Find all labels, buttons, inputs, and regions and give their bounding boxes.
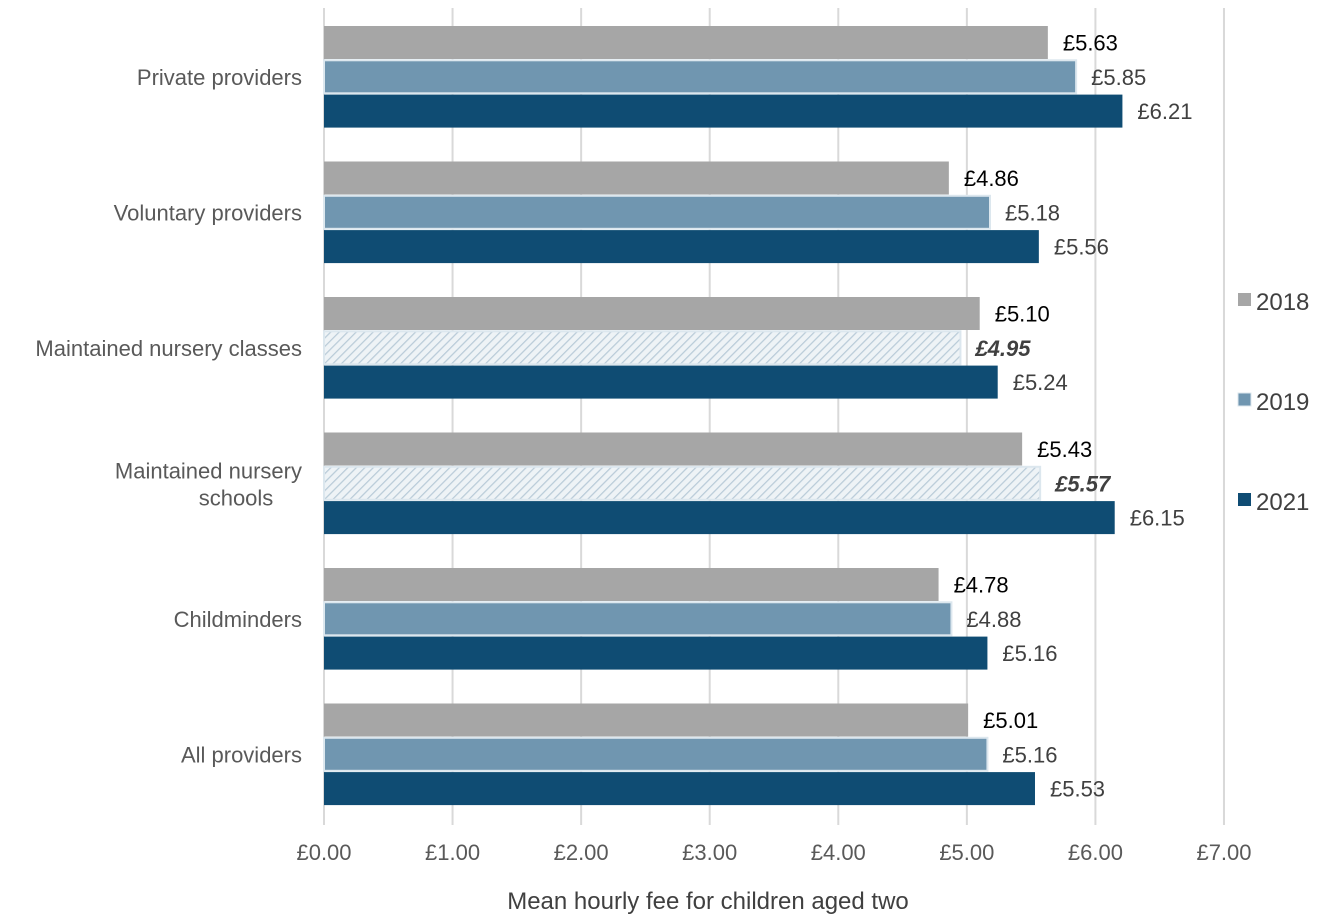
data-label: £5.01 <box>983 708 1038 733</box>
data-label: £6.15 <box>1130 506 1185 531</box>
bar-2019-3 <box>323 465 1042 501</box>
bar-2018-3 <box>324 432 1023 466</box>
legend-swatch-2021 <box>1238 493 1251 506</box>
data-label: £5.16 <box>1002 641 1057 666</box>
category-label: Private providers <box>137 65 302 90</box>
legend-label: 2018 <box>1256 289 1309 316</box>
data-label: £5.57 <box>1054 471 1112 496</box>
gridlines <box>323 8 1225 825</box>
bar-2019-1 <box>323 194 991 230</box>
x-tick-label: £1.00 <box>425 840 480 865</box>
bar-2021-2 <box>324 365 998 399</box>
bar-2021-0 <box>324 94 1123 128</box>
x-tick-label: £0.00 <box>296 840 351 865</box>
data-label: £4.86 <box>964 166 1019 191</box>
category-label: Childminders <box>174 607 302 632</box>
category-label: Maintained nursery schools <box>115 458 302 510</box>
bar-2019-4 <box>323 601 953 637</box>
data-label: £5.53 <box>1050 777 1105 802</box>
data-label: £4.95 <box>974 336 1031 361</box>
data-label: £6.21 <box>1137 99 1192 124</box>
category-labels: Private providers Voluntary providers Main… <box>35 65 302 767</box>
bar-2021-3 <box>324 501 1115 535</box>
data-label: £4.78 <box>954 573 1009 598</box>
bar-2018-0 <box>324 26 1048 59</box>
x-tick-label: £7.00 <box>1196 840 1251 865</box>
x-tick-label: £6.00 <box>1068 840 1123 865</box>
legend-swatch-2018 <box>1238 293 1251 306</box>
data-label: £5.85 <box>1091 65 1146 90</box>
x-tick-label: £4.00 <box>811 840 866 865</box>
data-label: £5.43 <box>1037 437 1092 462</box>
bar-2018-5 <box>324 703 969 737</box>
legend-label: 2021 <box>1256 489 1309 516</box>
x-tick-label: £3.00 <box>682 840 737 865</box>
x-tick-label: £5.00 <box>939 840 994 865</box>
bar-2019-0 <box>323 59 1078 95</box>
bars <box>323 26 1123 806</box>
data-label: £5.18 <box>1005 200 1060 225</box>
data-label: £5.63 <box>1063 31 1118 56</box>
bar-2019-5 <box>323 736 989 772</box>
x-axis-title: Mean hourly fee for children aged two <box>507 888 909 915</box>
bar-2021-1 <box>324 230 1039 264</box>
x-tick-labels: £0.00 £1.00 £2.00 £3.00 £4.00 £5.00 £6.00 £7.00 <box>296 840 1251 865</box>
bar-2018-2 <box>324 297 980 330</box>
legend-swatch-2019 <box>1237 392 1252 407</box>
category-label: All providers <box>181 742 302 767</box>
legend: 2018 2019 2021 <box>1237 289 1309 516</box>
bar-2021-4 <box>324 636 988 670</box>
bar-2021-5 <box>324 772 1035 806</box>
data-labels: £5.63 £5.85 £6.21 £4.86 £5.18 £5.56 £5.10 £4.95… <box>954 31 1193 802</box>
data-label: £4.88 <box>966 607 1021 632</box>
data-label: £5.56 <box>1054 235 1109 260</box>
x-tick-label: £2.00 <box>554 840 609 865</box>
data-label: £5.10 <box>995 302 1050 327</box>
legend-label: 2019 <box>1256 389 1309 416</box>
bar-2018-4 <box>324 568 939 601</box>
category-label: Maintained nursery classes <box>35 336 302 361</box>
data-label: £5.16 <box>1002 742 1057 767</box>
data-label: £5.24 <box>1013 370 1068 395</box>
bar-2019-2 <box>323 330 962 366</box>
category-label: Voluntary providers <box>114 200 302 225</box>
bar-2018-1 <box>324 161 949 195</box>
